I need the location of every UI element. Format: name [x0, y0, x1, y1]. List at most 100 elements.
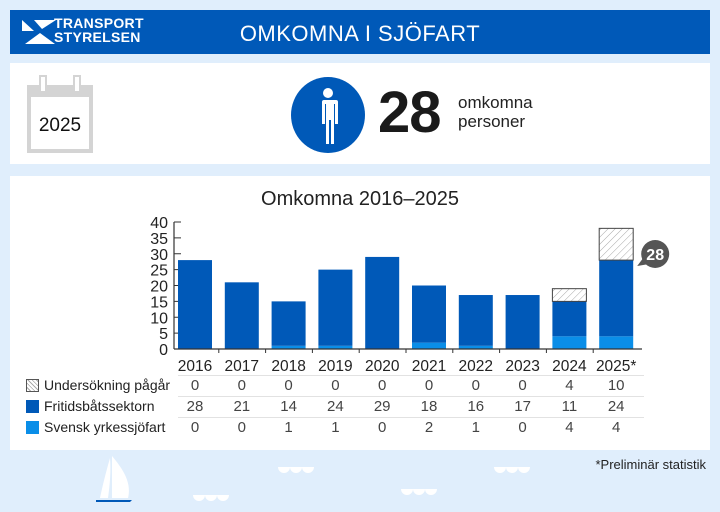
bar-segment — [458, 345, 493, 349]
bar-segment — [365, 256, 400, 349]
logo-line-2: STYRELSEN — [54, 29, 141, 45]
bar-segment — [505, 295, 540, 349]
table-cell: 0 — [378, 377, 387, 394]
calendar-year: 2025 — [38, 115, 82, 136]
person-badge — [291, 77, 365, 153]
table-cell: 1 — [284, 419, 293, 436]
table-cell: 0 — [424, 377, 434, 394]
y-tick-label: 20 — [150, 279, 168, 296]
table-cell: 0 — [378, 419, 387, 436]
bar-segment — [598, 227, 634, 261]
legend-label: Fritidsbåtssektorn — [44, 398, 155, 414]
bar-segment — [551, 288, 587, 302]
bar-segment — [412, 342, 446, 349]
table-cell: 24 — [607, 398, 625, 415]
table-cell: 0 — [331, 377, 340, 394]
table-cell: 0 — [284, 377, 293, 394]
waves-icon — [193, 467, 530, 501]
y-tick-label: 30 — [150, 247, 168, 264]
table-row: Svensk yrkessjöfart 0 0 1 1 0 2 1 0 4 4 — [10, 417, 710, 438]
x-tick-label: 2024 — [552, 358, 587, 375]
table-cell: 4 — [565, 377, 574, 394]
bar-segment — [271, 345, 306, 349]
footnote: *Preliminär statistik — [595, 457, 706, 472]
scenery-decoration — [96, 456, 530, 502]
table-cell: 17 — [514, 398, 531, 415]
table-cell: 24 — [327, 398, 344, 415]
table-cell: 29 — [373, 398, 391, 415]
sailboat-icon — [96, 456, 132, 502]
bar-segment — [178, 260, 212, 349]
logo-text: TRANSPORT STYRELSEN — [54, 16, 144, 44]
table-cell: 11 — [561, 398, 578, 415]
table-cell: 14 — [280, 398, 297, 415]
table-cell: 0 — [518, 377, 527, 394]
bar-segment — [318, 345, 353, 349]
table-cell: 0 — [190, 419, 200, 436]
bar-segment — [318, 269, 353, 346]
row-divider — [178, 396, 644, 397]
chart-panel: Omkomna 2016–2025 0 5 10 15 20 25 30 35 40 2016 2… — [10, 176, 710, 450]
x-tick-label: 2016 — [178, 358, 212, 375]
table-row: Undersökning pågår 0 0 0 0 0 0 0 0 4 10 — [10, 375, 710, 396]
table-cell: 4 — [612, 419, 621, 436]
y-tick-label: 10 — [150, 310, 168, 327]
table-row: Fritidsbåtssektorn 28 21 14 24 29 18 16 17 11 24 — [10, 396, 710, 417]
table-cell: 2 — [424, 419, 434, 436]
header-bar: TRANSPORT STYRELSEN OMKOMNA I SJÖFART — [10, 10, 710, 54]
y-tick-label: 40 — [150, 215, 168, 232]
legend-swatch-icon — [26, 379, 39, 392]
x-tick-label: 2020 — [365, 358, 400, 375]
table-cell: 0 — [237, 419, 246, 436]
legend-swatch-icon — [26, 400, 39, 413]
y-tick-label: 25 — [150, 263, 168, 280]
table-cell: 18 — [420, 398, 438, 415]
label-line-2: personer — [458, 112, 526, 131]
row-divider — [178, 417, 644, 418]
x-axis: 2016 2017 2018 2019 2020 2021 2022 2023 2024 2025… — [174, 348, 642, 375]
legend-label: Svensk yrkessjöfart — [44, 419, 166, 435]
page-title: OMKOMNA I SJÖFART — [239, 21, 481, 46]
fatalities-count: 28 — [378, 80, 442, 145]
bar-segment — [458, 295, 493, 346]
y-tick-label: 35 — [150, 231, 168, 248]
table-cell: 21 — [233, 398, 251, 415]
row-divider — [178, 375, 644, 376]
chart-title: Omkomna 2016–2025 — [261, 188, 459, 210]
bar-segment — [599, 336, 634, 349]
table-cell: 0 — [518, 419, 527, 436]
table-cell: 0 — [237, 377, 246, 394]
bars — [178, 227, 634, 349]
x-tick-label: 2018 — [271, 358, 305, 375]
callout-badge: 28 — [637, 240, 670, 268]
bar-segment — [412, 285, 446, 343]
table-cell: 16 — [467, 398, 485, 415]
label-line-1: omkomna — [458, 93, 533, 112]
summary-panel: 2025 28 omkomna personer — [10, 63, 710, 164]
x-tick-label: 2025* — [596, 358, 637, 375]
bar-segment — [271, 301, 306, 346]
bar-segment — [599, 260, 634, 337]
transportstyrelsen-logo-icon — [22, 20, 56, 44]
table-cell: 1 — [331, 419, 340, 436]
table-cell: 4 — [565, 419, 574, 436]
bar-segment — [224, 282, 259, 349]
y-tick-label: 0 — [159, 342, 168, 359]
x-tick-label: 2023 — [505, 358, 539, 375]
table-cell: 0 — [471, 377, 480, 394]
x-tick-label: 2021 — [412, 358, 446, 375]
x-tick-label: 2022 — [459, 358, 493, 375]
legend-label: Undersökning pågår — [44, 377, 171, 393]
x-tick-label: 2019 — [318, 358, 352, 375]
bar-segment — [552, 301, 587, 337]
y-tick-label: 15 — [150, 294, 168, 311]
svg-text:28: 28 — [646, 247, 664, 264]
person-icon — [320, 88, 338, 144]
fatalities-label: omkomna personer — [458, 93, 533, 131]
table-cell: 10 — [607, 377, 625, 394]
table-cell: 28 — [186, 398, 204, 415]
table-cell: 1 — [471, 419, 480, 436]
table-cell: 0 — [190, 377, 200, 394]
